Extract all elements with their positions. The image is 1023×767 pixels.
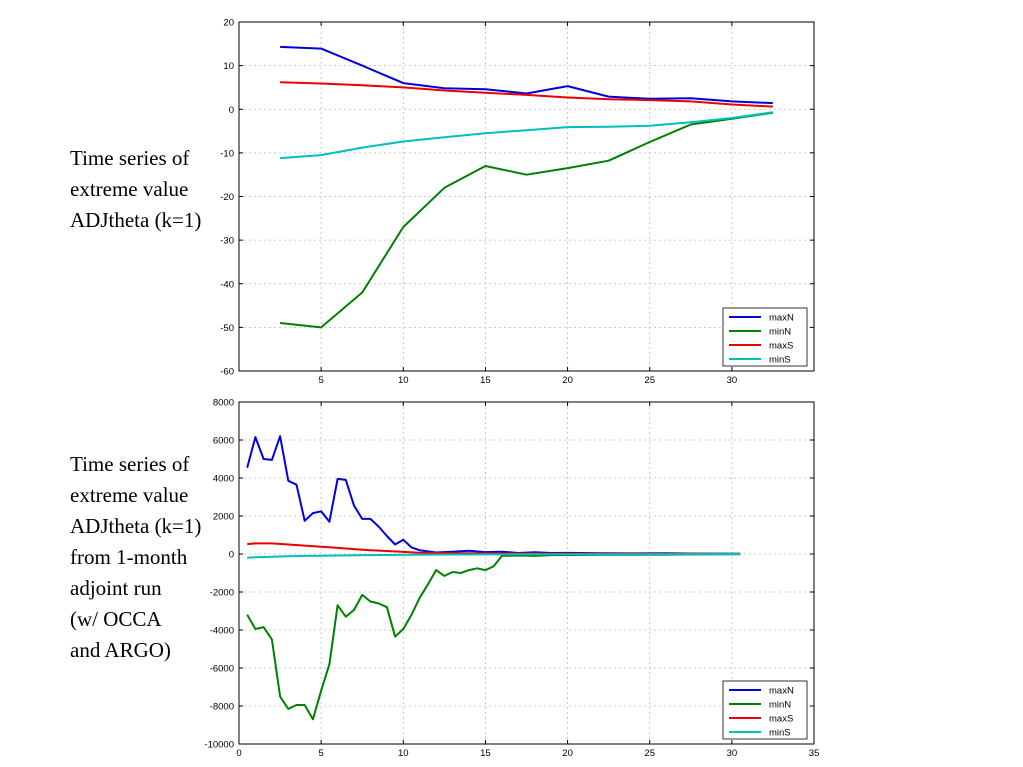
series-line-minS <box>247 553 741 559</box>
y-tick-label: 10 <box>223 61 234 72</box>
x-tick-label: 15 <box>480 375 491 386</box>
x-tick-label: 20 <box>562 748 573 759</box>
legend: maxN minN maxS minS <box>722 680 808 740</box>
series-line-maxS <box>280 81 773 108</box>
caption-line: from 1-month <box>70 545 188 569</box>
legend-label: minN <box>769 700 791 711</box>
caption-line: ADJtheta (k=1) <box>70 514 202 538</box>
chart-2: 0 5 10 15 20 25 30 35 8000 6000 4000 2000 0 -2000 -400… <box>204 398 819 760</box>
legend-label: minN <box>769 327 791 338</box>
y-tick-label: 0 <box>229 105 234 116</box>
y-tick-label: -10 <box>220 148 234 159</box>
x-tick-label: 15 <box>480 748 491 759</box>
caption-line: ADJtheta (k=1) <box>70 208 202 232</box>
legend-label: maxS <box>769 714 793 725</box>
y-tick-label: 6000 <box>213 436 234 447</box>
x-tick-label: 5 <box>318 748 323 759</box>
y-tick-label: -2000 <box>210 588 234 599</box>
y-tick-label: -4000 <box>210 626 234 637</box>
legend-label: maxS <box>769 341 793 352</box>
x-tick-label: 10 <box>398 375 409 386</box>
caption-line: extreme value <box>70 483 189 507</box>
caption-line: Time series of <box>70 146 190 170</box>
caption-line: extreme value <box>70 177 189 201</box>
caption-line: Time series of <box>70 452 190 476</box>
x-tick-label: 30 <box>727 375 738 386</box>
y-tick-label: 8000 <box>213 398 234 409</box>
x-tick-label: 10 <box>398 748 409 759</box>
series-line-minS <box>280 111 774 160</box>
y-tick-label: -10000 <box>204 740 234 751</box>
caption-line: and ARGO) <box>70 638 171 662</box>
legend-label: maxN <box>769 686 794 697</box>
caption-line: adjoint run <box>70 576 162 600</box>
bottom-chart-caption: Time series of extreme value ADJtheta (k… <box>70 449 201 666</box>
y-tick-label: -20 <box>220 192 234 203</box>
top-chart-caption: Time series of extreme value ADJtheta (k… <box>70 143 201 236</box>
chart-1: 5 10 15 20 25 30 20 10 0 -10 -20 -30 -40 -50 -60 maxN mi… <box>220 18 815 386</box>
y-tick-label: -60 <box>220 367 234 378</box>
y-tick-label: -8000 <box>210 702 234 713</box>
x-tick-label: 30 <box>727 748 738 759</box>
y-tick-label: -30 <box>220 236 234 247</box>
series-line-minN <box>279 111 774 329</box>
legend: maxN minN maxS minS <box>722 307 808 367</box>
legend-label: maxN <box>769 313 794 324</box>
y-tick-label: 4000 <box>213 474 234 485</box>
x-tick-label: 35 <box>809 748 820 759</box>
y-tick-label: 20 <box>223 18 234 29</box>
legend-label: minS <box>769 728 791 739</box>
y-tick-label: -50 <box>220 323 234 334</box>
legend-label: minS <box>769 355 791 366</box>
series-line-maxN <box>280 45 773 105</box>
x-tick-label: 25 <box>644 375 655 386</box>
y-tick-label: -40 <box>220 279 234 290</box>
caption-line: (w/ OCCA <box>70 607 162 631</box>
x-tick-label: 20 <box>562 375 573 386</box>
x-tick-label: 5 <box>318 375 323 386</box>
plot-frame <box>238 401 815 745</box>
x-tick-label: 0 <box>236 748 241 759</box>
y-tick-label: 0 <box>229 550 234 561</box>
series-line-minN <box>246 553 741 721</box>
y-tick-label: -6000 <box>210 664 234 675</box>
x-tick-label: 25 <box>644 748 655 759</box>
y-tick-label: 2000 <box>213 512 234 523</box>
